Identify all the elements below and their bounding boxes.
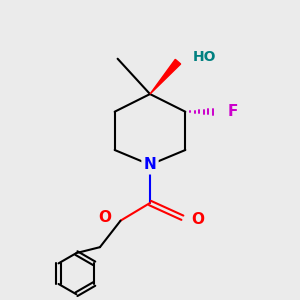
Text: HO: HO — [193, 50, 216, 64]
Text: N: N — [144, 157, 156, 172]
Text: O: O — [99, 210, 112, 225]
Text: F: F — [228, 104, 238, 119]
Polygon shape — [150, 59, 181, 94]
Text: O: O — [191, 212, 204, 227]
